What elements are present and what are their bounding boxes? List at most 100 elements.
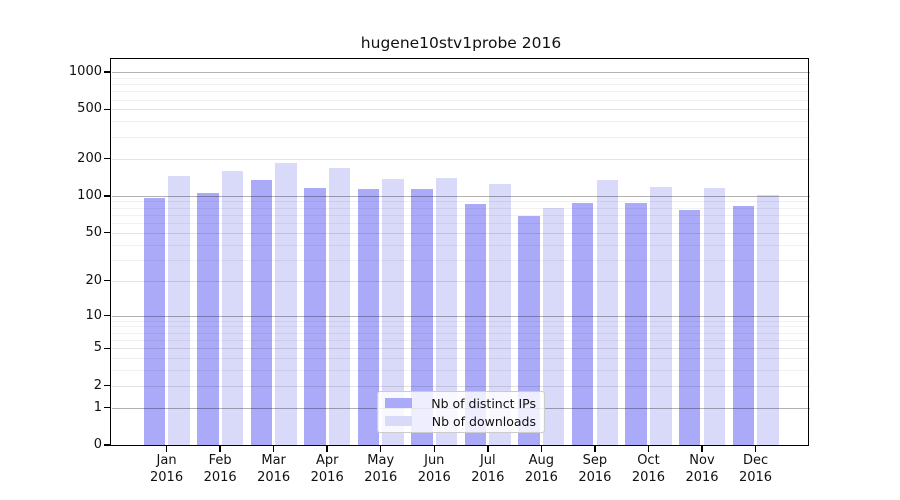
minor-gridline [112,370,810,372]
y-tick-mark [104,195,111,197]
bar-distinct-ips-dec [732,206,755,446]
bar-distinct-ips-feb [197,192,219,446]
x-tick-mark [594,446,596,452]
y-tick-label: 200 [77,150,102,166]
x-tick-mark [219,446,221,452]
x-tick-month: Sep [582,453,608,468]
bar-distinct-ips-sep [571,203,594,446]
x-tick-month: Jul [479,453,496,468]
minor-gridline [112,259,810,261]
bar-distinct-ips-jan [143,198,166,446]
bar-distinct-ips-apr [304,187,326,446]
gridline [112,109,810,111]
y-tick-label: 50 [85,224,102,240]
legend-item: Nb of downloads [385,414,536,429]
legend-label: Nb of distinct IPs [431,395,536,411]
bar-distinct-ips-nov [678,209,701,446]
minor-gridline [112,320,810,322]
y-tick-label: 5 [93,340,102,356]
gridline [112,315,810,317]
bar-downloads-dec [757,194,779,446]
bar-downloads-jun [435,177,458,446]
minor-gridline [112,223,810,225]
minor-gridline [112,339,810,341]
bar-downloads-apr [328,168,351,446]
y-tick-mark [104,108,111,111]
minor-gridline [112,77,810,79]
y-tick-label: 100 [77,187,102,203]
x-tick-year: 2016 [257,469,291,485]
gridline [112,232,810,234]
x-tick-year: 2016 [203,469,237,485]
minor-gridline [112,136,810,138]
minor-gridline [112,214,810,216]
y-tick-mark [104,314,111,317]
bar-downloads-jul [489,183,511,446]
y-tick-mark [104,384,111,387]
y-tick-label: 2 [93,377,102,393]
x-tick-mark [701,446,703,452]
x-tick-label: Jan 2016 [135,453,199,486]
x-tick-year: 2016 [471,469,505,485]
minor-gridline [112,201,810,203]
y-tick-label: 1 [93,399,102,415]
x-tick-label: Feb 2016 [188,453,252,486]
chart-title: hugene10stv1probe 2016 [360,34,562,52]
legend-swatch-distinct-ips [385,398,412,408]
x-tick-year: 2016 [578,469,612,485]
x-tick-month: Apr [315,453,339,468]
x-tick-mark [433,446,435,452]
bar-distinct-ips-oct [625,202,647,446]
x-tick-month: Nov [689,453,715,468]
legend-label: Nb of downloads [431,413,536,429]
x-tick-label: Sep 2016 [563,453,627,486]
y-tick-label: 20 [85,272,102,288]
x-tick-label: Dec 2016 [724,453,788,486]
gridline [112,385,810,387]
minor-gridline [112,99,810,101]
x-tick-month: Feb [208,453,232,468]
y-tick-mark [104,279,111,282]
y-tick-mark [104,347,111,349]
bar-downloads-jan [168,175,190,446]
x-tick-mark [540,446,543,452]
y-tick-label: 0 [93,437,102,452]
x-tick-label: Nov 2016 [670,453,734,486]
bar-distinct-ips-may [357,189,380,446]
x-tick-mark [326,446,328,452]
minor-gridline [112,326,810,328]
x-tick-month: Oct [637,453,660,468]
x-tick-year: 2016 [150,469,184,485]
legend: Nb of distinct IPs Nb of downloads [377,391,545,433]
y-tick-label: 500 [77,101,102,117]
x-tick-month: Mar [261,453,286,468]
gridline [112,280,810,282]
x-tick-year: 2016 [631,469,665,485]
minor-gridline [112,332,810,334]
y-tick-mark [104,406,111,409]
legend-swatch-downloads [385,416,412,426]
bar-downloads-sep [596,179,618,446]
bar-downloads-oct [650,187,672,446]
x-tick-mark [754,446,757,452]
x-tick-mark [487,446,489,452]
minor-gridline [112,244,810,246]
x-tick-label: Aug 2016 [509,453,573,486]
bar-downloads-mar [275,163,297,446]
bar-distinct-ips-jul [464,203,487,446]
bar-downloads-nov [703,187,726,446]
bar-distinct-ips-jun [411,188,433,446]
x-tick-month: Aug [528,453,555,468]
x-tick-label: Mar 2016 [242,453,306,486]
legend-item: Nb of distinct IPs [385,396,536,411]
x-tick-year: 2016 [738,469,773,485]
x-tick-mark [647,446,650,452]
x-tick-month: Dec [742,453,769,468]
bar-distinct-ips-mar [250,179,273,446]
minor-gridline [112,121,810,123]
gridline [112,195,810,198]
y-tick-mark [104,71,111,73]
x-tick-label: Apr 2016 [295,453,359,486]
x-tick-mark [165,446,168,452]
